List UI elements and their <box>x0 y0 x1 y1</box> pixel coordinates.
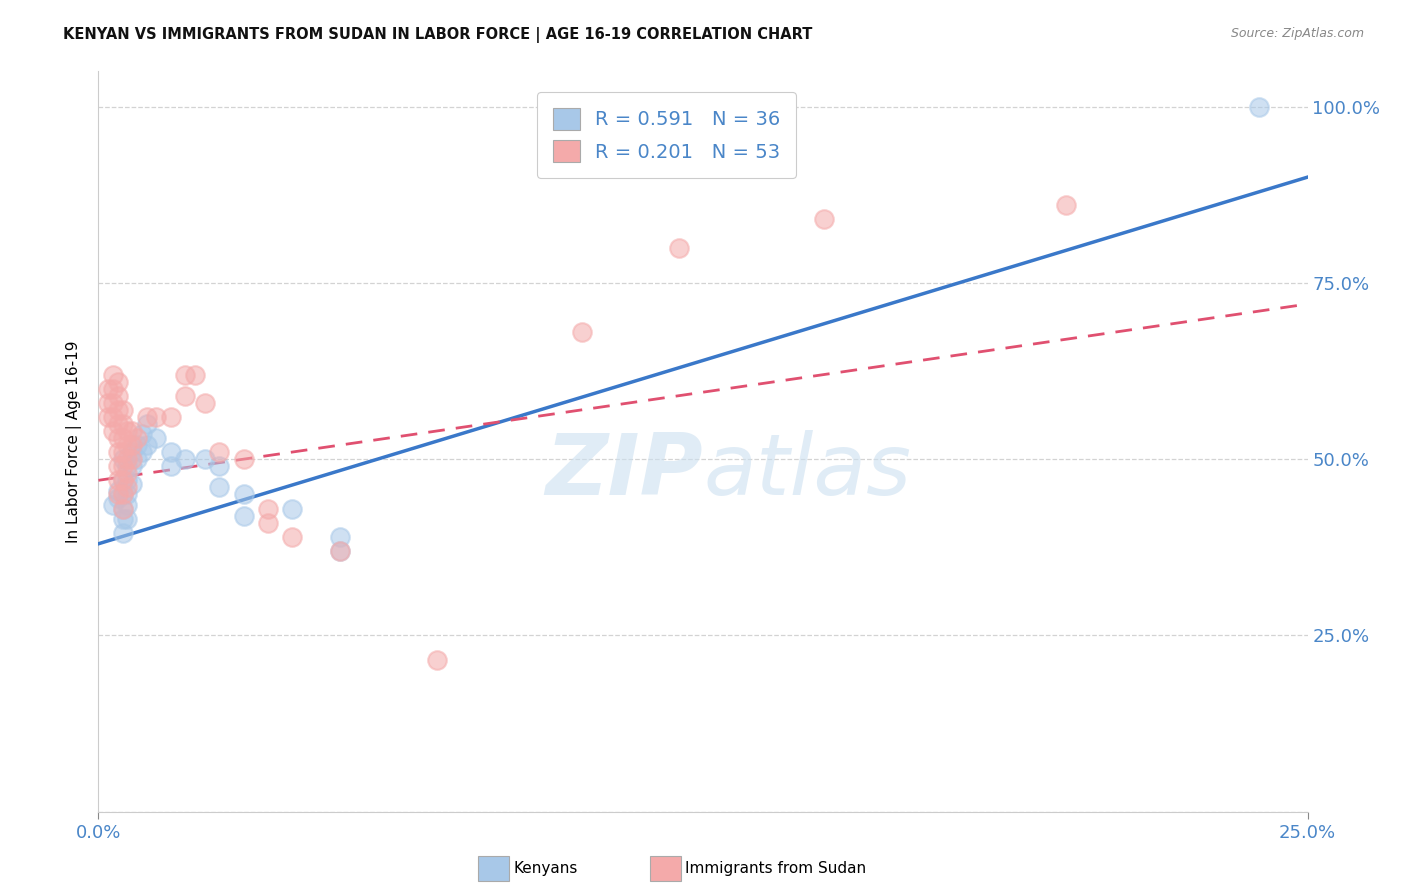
Text: Kenyans: Kenyans <box>513 862 578 876</box>
Point <box>121 459 143 474</box>
Point <box>117 487 139 501</box>
Point <box>117 424 139 438</box>
Text: atlas: atlas <box>703 430 911 513</box>
Point <box>107 445 129 459</box>
Point <box>111 402 134 417</box>
Legend: R = 0.591   N = 36, R = 0.201   N = 53: R = 0.591 N = 36, R = 0.201 N = 53 <box>537 92 796 178</box>
Point <box>117 498 139 512</box>
Point <box>107 459 129 474</box>
Point <box>111 431 134 445</box>
Point <box>145 431 167 445</box>
Point <box>97 396 120 410</box>
Point <box>121 445 143 459</box>
Point <box>256 501 278 516</box>
Point <box>107 491 129 505</box>
Point <box>184 368 207 382</box>
Point <box>101 368 124 382</box>
Point <box>127 438 149 452</box>
Point <box>107 483 129 498</box>
Point <box>232 487 254 501</box>
Point <box>160 409 183 424</box>
Point <box>121 452 143 467</box>
Point <box>329 530 352 544</box>
Point <box>117 452 139 467</box>
Point <box>329 544 352 558</box>
Point <box>121 424 143 438</box>
Point <box>135 417 157 431</box>
Point <box>101 424 124 438</box>
Point <box>160 445 183 459</box>
Point <box>107 487 129 501</box>
Point <box>111 487 134 501</box>
Point <box>194 452 217 467</box>
Point <box>1249 100 1271 114</box>
Point <box>256 516 278 530</box>
Y-axis label: In Labor Force | Age 16-19: In Labor Force | Age 16-19 <box>66 340 83 543</box>
Text: ZIP: ZIP <box>546 430 703 513</box>
Point <box>174 452 197 467</box>
Point <box>107 375 129 389</box>
Point <box>208 459 231 474</box>
Point <box>111 417 134 431</box>
Point <box>127 431 149 445</box>
Point <box>121 476 143 491</box>
Point <box>131 427 153 442</box>
Point <box>111 512 134 526</box>
Point <box>813 212 835 227</box>
Point <box>111 526 134 541</box>
Point <box>107 389 129 403</box>
Point <box>194 396 217 410</box>
Point <box>135 409 157 424</box>
Point <box>232 508 254 523</box>
Point <box>208 480 231 494</box>
Point <box>101 409 124 424</box>
Point <box>111 487 134 501</box>
Point <box>121 438 143 452</box>
Point <box>232 452 254 467</box>
Text: Immigrants from Sudan: Immigrants from Sudan <box>685 862 866 876</box>
Point <box>117 480 139 494</box>
Point <box>281 530 304 544</box>
Point <box>111 459 134 474</box>
Point <box>329 544 352 558</box>
Point <box>97 409 120 424</box>
Point <box>111 501 134 516</box>
Point <box>117 512 139 526</box>
Point <box>174 389 197 403</box>
Point <box>97 382 120 396</box>
Point <box>117 473 139 487</box>
Point <box>101 396 124 410</box>
Point <box>117 438 139 452</box>
Point <box>174 368 197 382</box>
Point <box>117 467 139 481</box>
Point <box>111 501 134 516</box>
Point <box>107 431 129 445</box>
Text: Source: ZipAtlas.com: Source: ZipAtlas.com <box>1230 27 1364 40</box>
Point <box>111 473 134 487</box>
Point <box>107 417 129 431</box>
Point <box>101 498 124 512</box>
Point <box>571 325 593 339</box>
Point <box>127 452 149 467</box>
Point <box>160 459 183 474</box>
Point <box>117 459 139 474</box>
Point <box>131 445 153 459</box>
Point <box>668 241 690 255</box>
Point <box>107 473 129 487</box>
Point <box>426 653 449 667</box>
Point <box>111 473 134 487</box>
Point <box>111 445 134 459</box>
Point <box>101 382 124 396</box>
Point <box>107 402 129 417</box>
Point <box>208 445 231 459</box>
Point <box>111 452 134 467</box>
Text: KENYAN VS IMMIGRANTS FROM SUDAN IN LABOR FORCE | AGE 16-19 CORRELATION CHART: KENYAN VS IMMIGRANTS FROM SUDAN IN LABOR… <box>63 27 813 43</box>
Point <box>145 409 167 424</box>
Point <box>1054 198 1077 212</box>
Point <box>135 438 157 452</box>
Point <box>281 501 304 516</box>
